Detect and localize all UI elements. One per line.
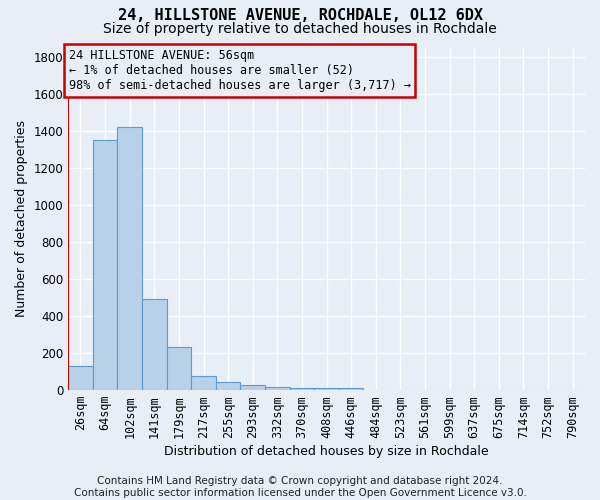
Bar bbox=[216, 382, 241, 390]
Bar bbox=[142, 299, 167, 390]
X-axis label: Distribution of detached houses by size in Rochdale: Distribution of detached houses by size … bbox=[164, 444, 489, 458]
Text: Contains HM Land Registry data © Crown copyright and database right 2024.
Contai: Contains HM Land Registry data © Crown c… bbox=[74, 476, 526, 498]
Bar bbox=[290, 388, 314, 390]
Bar bbox=[241, 385, 265, 390]
Bar bbox=[265, 387, 290, 390]
Bar bbox=[118, 127, 142, 390]
Bar bbox=[93, 140, 118, 390]
Text: Size of property relative to detached houses in Rochdale: Size of property relative to detached ho… bbox=[103, 22, 497, 36]
Bar bbox=[167, 348, 191, 390]
Text: 24 HILLSTONE AVENUE: 56sqm
← 1% of detached houses are smaller (52)
98% of semi-: 24 HILLSTONE AVENUE: 56sqm ← 1% of detac… bbox=[68, 49, 410, 92]
Bar bbox=[68, 366, 93, 390]
Bar bbox=[191, 376, 216, 390]
Y-axis label: Number of detached properties: Number of detached properties bbox=[15, 120, 28, 317]
Bar bbox=[314, 388, 339, 390]
Text: 24, HILLSTONE AVENUE, ROCHDALE, OL12 6DX: 24, HILLSTONE AVENUE, ROCHDALE, OL12 6DX bbox=[118, 8, 482, 22]
Bar bbox=[339, 388, 364, 390]
